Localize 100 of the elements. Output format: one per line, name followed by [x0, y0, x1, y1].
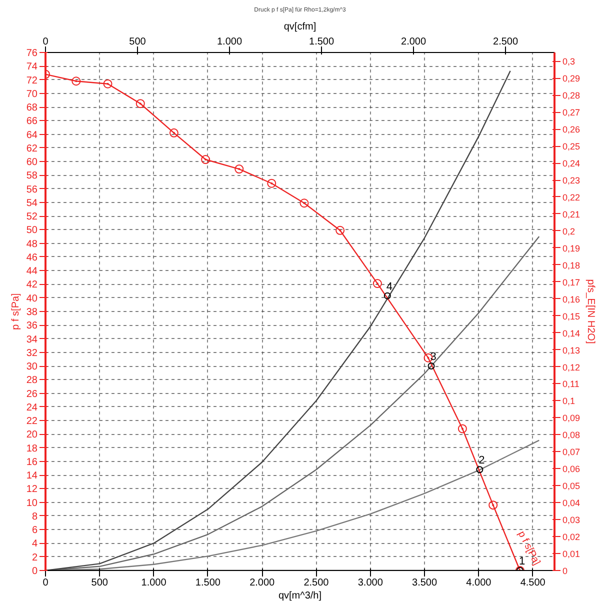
- y2-axis-title: pfs_E[IN H2O]: [585, 279, 596, 344]
- y-tick-label: 52: [26, 212, 38, 223]
- x-tick-label: 2.000: [250, 578, 276, 588]
- y-tick-label: 26: [26, 388, 38, 400]
- x-tick-label: 4.000: [466, 578, 492, 588]
- y2-tick-label: 0,16: [562, 294, 580, 304]
- point: [428, 362, 435, 370]
- point: [201, 155, 210, 164]
- y-tick-label: 72: [26, 75, 38, 86]
- x2-tick-label: 2.000: [401, 36, 426, 48]
- y2-tick-label: 0,29: [562, 74, 580, 84]
- x-tick-label: 3.000: [358, 578, 384, 588]
- y-tick-label: 54: [26, 198, 38, 209]
- y2-tick-label: 0,01: [562, 549, 580, 560]
- y2-tick-label: 0,24: [562, 158, 580, 169]
- y2-tick-label: 0,3: [562, 56, 576, 67]
- y2-tick-label: 0,02: [562, 532, 580, 542]
- x-tick-label: 0: [42, 578, 49, 588]
- y-tick-label: 56: [26, 184, 38, 196]
- point: [72, 76, 81, 86]
- y-axis-title: p f s[Pa]: [10, 292, 22, 330]
- y-tick-label: 64: [26, 130, 38, 141]
- y-tick-label: 50: [26, 225, 38, 236]
- y-tick-label: 34: [26, 334, 38, 346]
- y2-tick-label: 0,2: [562, 226, 576, 236]
- y2-tick-label: 0,23: [562, 176, 580, 186]
- annotation: 2: [478, 454, 485, 467]
- x-tick-label: 1.000: [141, 578, 167, 588]
- y-tick-label: 28: [26, 375, 38, 386]
- y-tick-label: 74: [26, 62, 38, 73]
- y-tick-label: 6: [32, 525, 38, 536]
- annotation: 4: [386, 280, 393, 293]
- y-tick-label: 60: [26, 157, 38, 168]
- y-tick-label: 32: [26, 348, 38, 359]
- y-tick-label: 58: [26, 170, 38, 182]
- point: [476, 466, 484, 474]
- y2-tick-label: 0,15: [562, 311, 580, 322]
- point: [136, 99, 145, 108]
- y2-tick-label: 0,17: [562, 277, 580, 288]
- y-tick-label: 2: [32, 552, 38, 564]
- point: [103, 79, 112, 88]
- x2-axis-title: qv[cfm]: [284, 22, 316, 32]
- y2-tick-label: 0,03: [562, 515, 580, 526]
- point: [300, 198, 309, 208]
- y-tick-label: 30: [26, 362, 38, 373]
- y-tick-label: 68: [26, 102, 38, 114]
- x-tick-label: 2.500: [304, 578, 330, 588]
- y-tick-label: 48: [26, 238, 38, 250]
- y2-tick-label: 0,27: [562, 108, 580, 118]
- y-tick-label: 14: [26, 470, 38, 482]
- y-tick-label: 40: [26, 293, 38, 304]
- point: [488, 500, 498, 510]
- y2-tick-label: 0,14: [562, 328, 580, 338]
- x-tick-label: 4.500: [520, 578, 546, 588]
- x-axis-title: qv[m^3/h]: [278, 590, 322, 602]
- x2-tick-label: 0: [42, 36, 49, 48]
- x-tick-label: 500: [91, 578, 108, 588]
- point: [336, 226, 345, 235]
- x2-tick-label: 1.000: [217, 36, 242, 48]
- y2-tick-label: 0,21: [562, 209, 580, 220]
- y2-tick-label: 0,1: [562, 396, 576, 406]
- y2-tick-label: 0,06: [562, 464, 580, 474]
- y2-tick-label: 0,11: [562, 379, 580, 390]
- y2-tick-label: 0,22: [562, 192, 580, 202]
- y2-tick-label: 0,13: [562, 345, 580, 356]
- point: [267, 178, 276, 188]
- y2-tick-label: 0,12: [562, 362, 580, 372]
- y-tick-label: 42: [26, 280, 38, 291]
- y2-tick-label: 0: [562, 566, 568, 576]
- point: [384, 292, 391, 300]
- y-tick-label: 46: [26, 252, 38, 264]
- y2-tick-label: 0,19: [562, 243, 580, 254]
- y-tick-label: 66: [26, 116, 38, 128]
- y-tick-label: 44: [26, 266, 38, 278]
- y-tick-label: 10: [26, 498, 38, 509]
- y-tick-label: 12: [26, 484, 38, 496]
- y-tick-label: 20: [26, 430, 38, 441]
- y2-tick-label: 0,25: [562, 142, 580, 152]
- y-tick-label: 76: [26, 48, 38, 59]
- x2-tick-label: 2.500: [493, 36, 518, 48]
- x2-tick-label: 1.500: [309, 36, 334, 48]
- y-tick-label: 4: [32, 538, 38, 550]
- y2-tick-label: 0,04: [562, 498, 580, 508]
- y-tick-label: 24: [26, 402, 38, 414]
- y2-tick-label: 0,05: [562, 481, 580, 492]
- y-tick-label: 70: [26, 88, 38, 100]
- y-tick-label: 38: [26, 307, 38, 318]
- y2-tick-label: 0,26: [562, 124, 580, 135]
- y-tick-label: 22: [26, 416, 38, 428]
- y-tick-label: 0: [32, 566, 38, 577]
- y2-tick-label: 0,08: [562, 430, 580, 440]
- y-tick-label: 18: [26, 443, 38, 454]
- point: [169, 128, 178, 138]
- annotation: 1: [518, 556, 526, 568]
- y-tick-label: 36: [26, 320, 38, 332]
- y2-tick-label: 0,28: [562, 90, 580, 101]
- x2-tick-label: 500: [129, 36, 146, 48]
- y-tick-label: 16: [26, 456, 38, 468]
- x-tick-label: 3.500: [412, 578, 438, 588]
- point: [372, 279, 382, 288]
